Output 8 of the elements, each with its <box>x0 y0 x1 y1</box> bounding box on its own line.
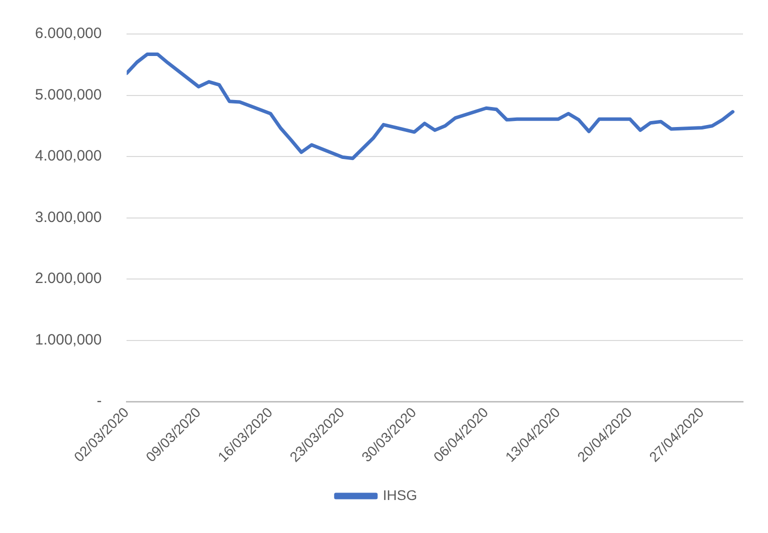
y-tick-label: 2.000,000 <box>34 270 102 288</box>
y-tick-label: - <box>96 392 102 410</box>
y-tick-label: 4.000,000 <box>34 148 102 165</box>
y-tick-label: 5.000,000 <box>34 86 102 104</box>
y-tick-label: 3.000,000 <box>34 208 102 226</box>
y-tick-label: 6.000,000 <box>34 25 102 42</box>
legend-label: IHSG <box>382 486 418 503</box>
y-tick-label: 1.000,000 <box>34 331 102 348</box>
